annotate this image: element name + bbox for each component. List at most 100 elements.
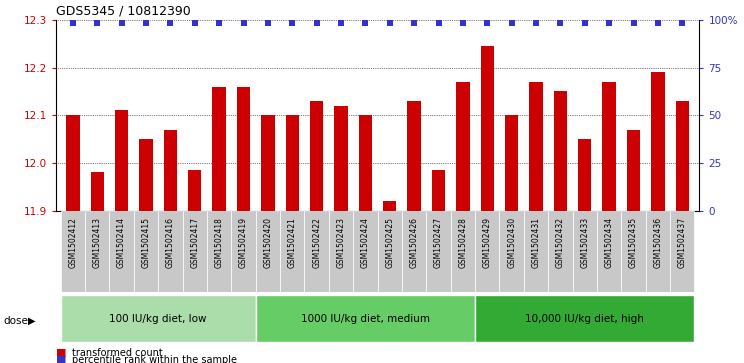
Point	[214, 20, 225, 26]
Point	[579, 20, 591, 26]
Text: GSM1502436: GSM1502436	[653, 217, 662, 268]
Bar	[231, 211, 256, 292]
Bar	[91, 172, 104, 211]
Text: GSM1502429: GSM1502429	[483, 217, 492, 268]
Bar	[529, 82, 542, 211]
Bar	[85, 211, 109, 292]
Text: GSM1502415: GSM1502415	[141, 217, 150, 268]
Text: transformed count: transformed count	[72, 348, 163, 358]
Point	[237, 20, 249, 26]
Bar	[646, 211, 670, 292]
Point	[603, 20, 615, 26]
Bar	[261, 115, 275, 211]
Point	[384, 20, 396, 26]
Bar	[334, 106, 347, 211]
Bar	[408, 101, 421, 211]
Bar	[676, 101, 689, 211]
Bar	[207, 211, 231, 292]
Bar	[481, 46, 494, 211]
Bar	[139, 139, 153, 211]
Text: 100 IU/kg diet, low: 100 IU/kg diet, low	[109, 314, 207, 323]
Bar	[573, 211, 597, 292]
Bar	[256, 295, 475, 342]
Bar	[109, 211, 134, 292]
Bar	[188, 170, 202, 211]
Bar	[286, 115, 299, 211]
Point	[164, 20, 176, 26]
Bar	[597, 211, 621, 292]
Point	[359, 20, 371, 26]
Point	[457, 20, 469, 26]
Point	[92, 20, 103, 26]
Bar	[475, 211, 499, 292]
Text: GSM1502421: GSM1502421	[288, 217, 297, 268]
Text: GSM1502437: GSM1502437	[678, 217, 687, 268]
Text: GSM1502426: GSM1502426	[410, 217, 419, 268]
Text: GSM1502420: GSM1502420	[263, 217, 272, 268]
Text: ■: ■	[56, 348, 66, 358]
Bar	[505, 115, 519, 211]
Point	[262, 20, 274, 26]
Text: GSM1502423: GSM1502423	[336, 217, 345, 268]
Bar	[359, 115, 372, 211]
Bar	[456, 82, 469, 211]
Text: ▶: ▶	[28, 316, 36, 326]
Bar	[310, 101, 324, 211]
Bar	[256, 211, 280, 292]
Bar	[402, 211, 426, 292]
Text: GSM1502430: GSM1502430	[507, 217, 516, 268]
Text: GSM1502435: GSM1502435	[629, 217, 638, 268]
Bar	[213, 87, 226, 211]
Text: GSM1502424: GSM1502424	[361, 217, 370, 268]
Point	[335, 20, 347, 26]
Bar	[134, 211, 158, 292]
Bar	[499, 211, 524, 292]
Bar	[182, 211, 207, 292]
Text: GSM1502431: GSM1502431	[531, 217, 541, 268]
Bar	[548, 211, 573, 292]
Bar	[475, 295, 694, 342]
Text: 10,000 IU/kg diet, high: 10,000 IU/kg diet, high	[525, 314, 644, 323]
Point	[652, 20, 664, 26]
Point	[311, 20, 323, 26]
Point	[189, 20, 201, 26]
Bar	[670, 211, 694, 292]
Text: GSM1502413: GSM1502413	[93, 217, 102, 268]
Point	[530, 20, 542, 26]
Text: GSM1502428: GSM1502428	[458, 217, 467, 268]
Text: GSM1502419: GSM1502419	[239, 217, 248, 268]
Bar	[651, 72, 664, 211]
Bar	[524, 211, 548, 292]
Point	[628, 20, 640, 26]
Point	[67, 20, 79, 26]
Text: GSM1502432: GSM1502432	[556, 217, 565, 268]
Text: GSM1502414: GSM1502414	[117, 217, 126, 268]
Text: GDS5345 / 10812390: GDS5345 / 10812390	[56, 4, 190, 17]
Text: ■: ■	[56, 355, 66, 363]
Bar	[353, 211, 378, 292]
Text: percentile rank within the sample: percentile rank within the sample	[72, 355, 237, 363]
Text: GSM1502422: GSM1502422	[312, 217, 321, 268]
Bar	[61, 211, 85, 292]
Point	[115, 20, 127, 26]
Bar	[280, 211, 304, 292]
Bar	[451, 211, 475, 292]
Text: GSM1502427: GSM1502427	[434, 217, 443, 268]
Text: GSM1502416: GSM1502416	[166, 217, 175, 268]
Bar	[426, 211, 451, 292]
Text: dose: dose	[4, 316, 28, 326]
Text: GSM1502417: GSM1502417	[190, 217, 199, 268]
Bar	[304, 211, 329, 292]
Bar	[627, 130, 641, 211]
Text: GSM1502418: GSM1502418	[214, 217, 224, 268]
Text: 1000 IU/kg diet, medium: 1000 IU/kg diet, medium	[301, 314, 430, 323]
Bar	[621, 211, 646, 292]
Text: GSM1502425: GSM1502425	[385, 217, 394, 268]
Bar	[164, 130, 177, 211]
Bar	[603, 82, 616, 211]
Bar	[554, 91, 567, 211]
Bar	[329, 211, 353, 292]
Bar	[115, 110, 128, 211]
Bar	[61, 295, 256, 342]
Point	[481, 20, 493, 26]
